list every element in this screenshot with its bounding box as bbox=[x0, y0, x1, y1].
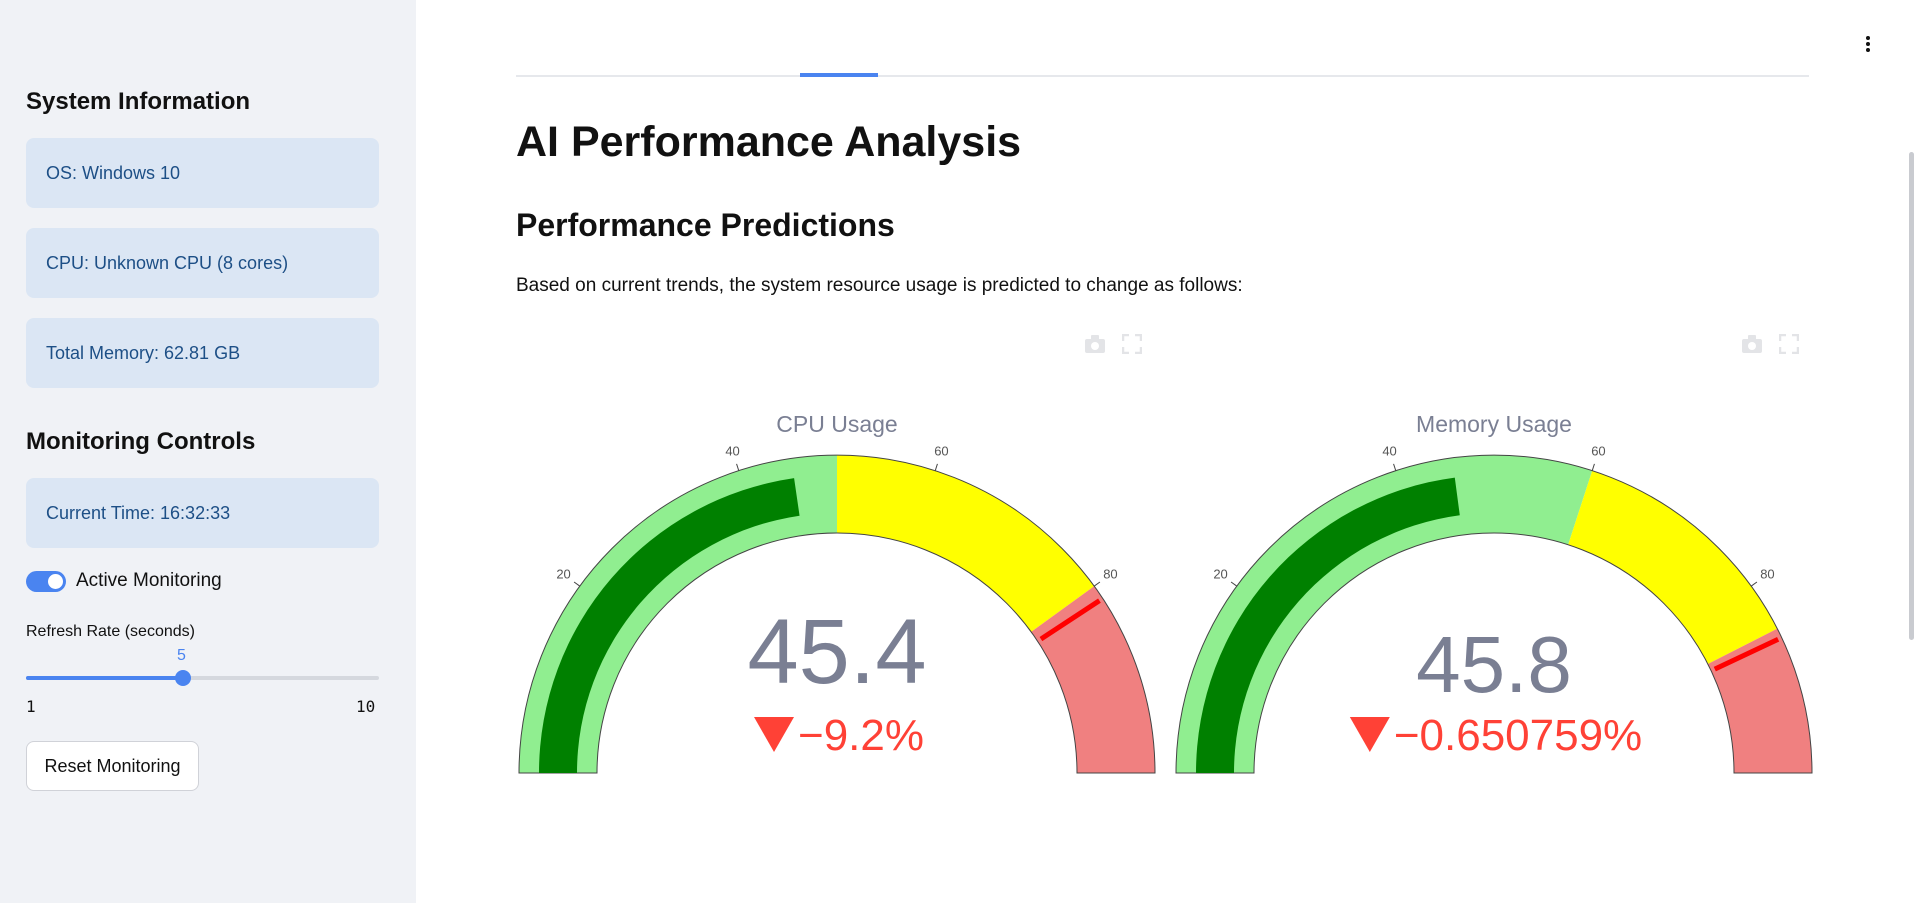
gauge-tick bbox=[1750, 581, 1758, 587]
gauge-title: Memory Usage bbox=[1416, 411, 1572, 437]
cpu-info-box: CPU: Unknown CPU (8 cores) bbox=[26, 228, 379, 298]
fullscreen-icon[interactable] bbox=[1122, 334, 1142, 354]
reset-monitoring-button[interactable]: Reset Monitoring bbox=[26, 741, 199, 791]
gauge-delta-text: −9.2% bbox=[798, 711, 924, 760]
refresh-rate-label: Refresh Rate (seconds) bbox=[26, 623, 195, 640]
gauge-delta: −0.650759% bbox=[1349, 711, 1642, 760]
gauge-delta-text: −0.650759% bbox=[1394, 711, 1642, 760]
gauge-step-band bbox=[519, 455, 837, 773]
kebab-menu-icon[interactable] bbox=[1858, 32, 1878, 56]
current-time-box: Current Time: 16:32:33 bbox=[26, 478, 379, 548]
gauge-step-band bbox=[837, 455, 1095, 632]
gauge-tick-label: 40 bbox=[725, 444, 739, 459]
page-scrollbar[interactable] bbox=[1909, 152, 1914, 640]
gauge-tick-label: 20 bbox=[1213, 566, 1227, 581]
active-monitoring-toggle[interactable]: Active Monitoring bbox=[26, 570, 222, 592]
page-title: AI Performance Analysis bbox=[516, 118, 1022, 166]
gauge-tick-label: 60 bbox=[1591, 444, 1605, 459]
prediction-description: Based on current trends, the system reso… bbox=[516, 275, 1243, 296]
gauge-tick bbox=[1393, 463, 1397, 471]
slider-min-label: 1 bbox=[26, 697, 36, 716]
system-info-heading: System Information bbox=[26, 88, 251, 115]
camera-icon[interactable] bbox=[1084, 334, 1106, 354]
gauge-value-text: 45.8 bbox=[1416, 620, 1572, 709]
fullscreen-icon[interactable] bbox=[1779, 334, 1799, 354]
section-title: Performance Predictions bbox=[516, 207, 895, 243]
gauge-tick bbox=[1591, 463, 1595, 471]
gauge-step-band bbox=[1707, 628, 1812, 773]
gauge-tick bbox=[573, 581, 581, 587]
camera-icon[interactable] bbox=[1741, 334, 1763, 354]
sidebar: System Information OS: Windows 10 CPU: U… bbox=[0, 0, 416, 903]
gauge-step-band bbox=[1568, 470, 1778, 665]
gauge-tick-label: 20 bbox=[556, 566, 570, 581]
gauge-tick-label: 60 bbox=[934, 444, 948, 459]
gauge-tick bbox=[1230, 581, 1238, 587]
gauge-threshold-line bbox=[1039, 598, 1101, 642]
memory-info-box: Total Memory: 62.81 GB bbox=[26, 318, 379, 388]
slider-max-label: 10 bbox=[356, 697, 376, 716]
triangle-down-icon bbox=[754, 717, 795, 752]
memory-usage-gauge: Memory Usage 20 40 60 80 45.8−0.650759% bbox=[1175, 411, 1813, 774]
toggle-switch[interactable] bbox=[26, 570, 66, 592]
gauge-tick bbox=[736, 463, 740, 471]
gauge-threshold-line bbox=[1713, 637, 1780, 672]
cpu-usage-gauge: CPU Usage 20 40 60 80 45.4 −9.2% bbox=[518, 411, 1156, 774]
gauge-delta: −9.2% bbox=[754, 711, 924, 760]
gauge-tick bbox=[934, 463, 938, 471]
refresh-rate-value: 5 bbox=[177, 647, 186, 664]
monitoring-controls-heading: Monitoring Controls bbox=[26, 428, 256, 455]
refresh-rate-slider-track[interactable] bbox=[26, 676, 379, 680]
gauge-value-text: 45.4 bbox=[747, 601, 926, 703]
gauge-outline bbox=[1175, 454, 1813, 774]
refresh-rate-slider-thumb[interactable] bbox=[175, 670, 191, 686]
gauge-tick-label: 40 bbox=[1382, 444, 1396, 459]
gauge-outline bbox=[518, 454, 1156, 774]
menu-dot bbox=[1866, 48, 1870, 52]
refresh-rate-slider-fill bbox=[26, 676, 183, 680]
os-info-box: OS: Windows 10 bbox=[26, 138, 379, 208]
gauge-title: CPU Usage bbox=[776, 411, 897, 437]
tab-active-indicator[interactable] bbox=[800, 73, 878, 77]
gauge-step-band bbox=[1031, 586, 1155, 773]
menu-dot bbox=[1866, 42, 1870, 46]
gauge-tick-label: 80 bbox=[1760, 566, 1774, 581]
gauge-tick-label: 80 bbox=[1103, 566, 1117, 581]
gauge-value-bar bbox=[539, 478, 800, 773]
triangle-down-icon bbox=[1349, 717, 1390, 752]
toggle-knob bbox=[48, 573, 63, 589]
toggle-label: Active Monitoring bbox=[76, 570, 222, 591]
menu-dot bbox=[1866, 36, 1870, 40]
gauge-value-bar bbox=[1196, 477, 1460, 773]
gauge-tick bbox=[1093, 581, 1101, 587]
tab-bar bbox=[516, 75, 1809, 77]
